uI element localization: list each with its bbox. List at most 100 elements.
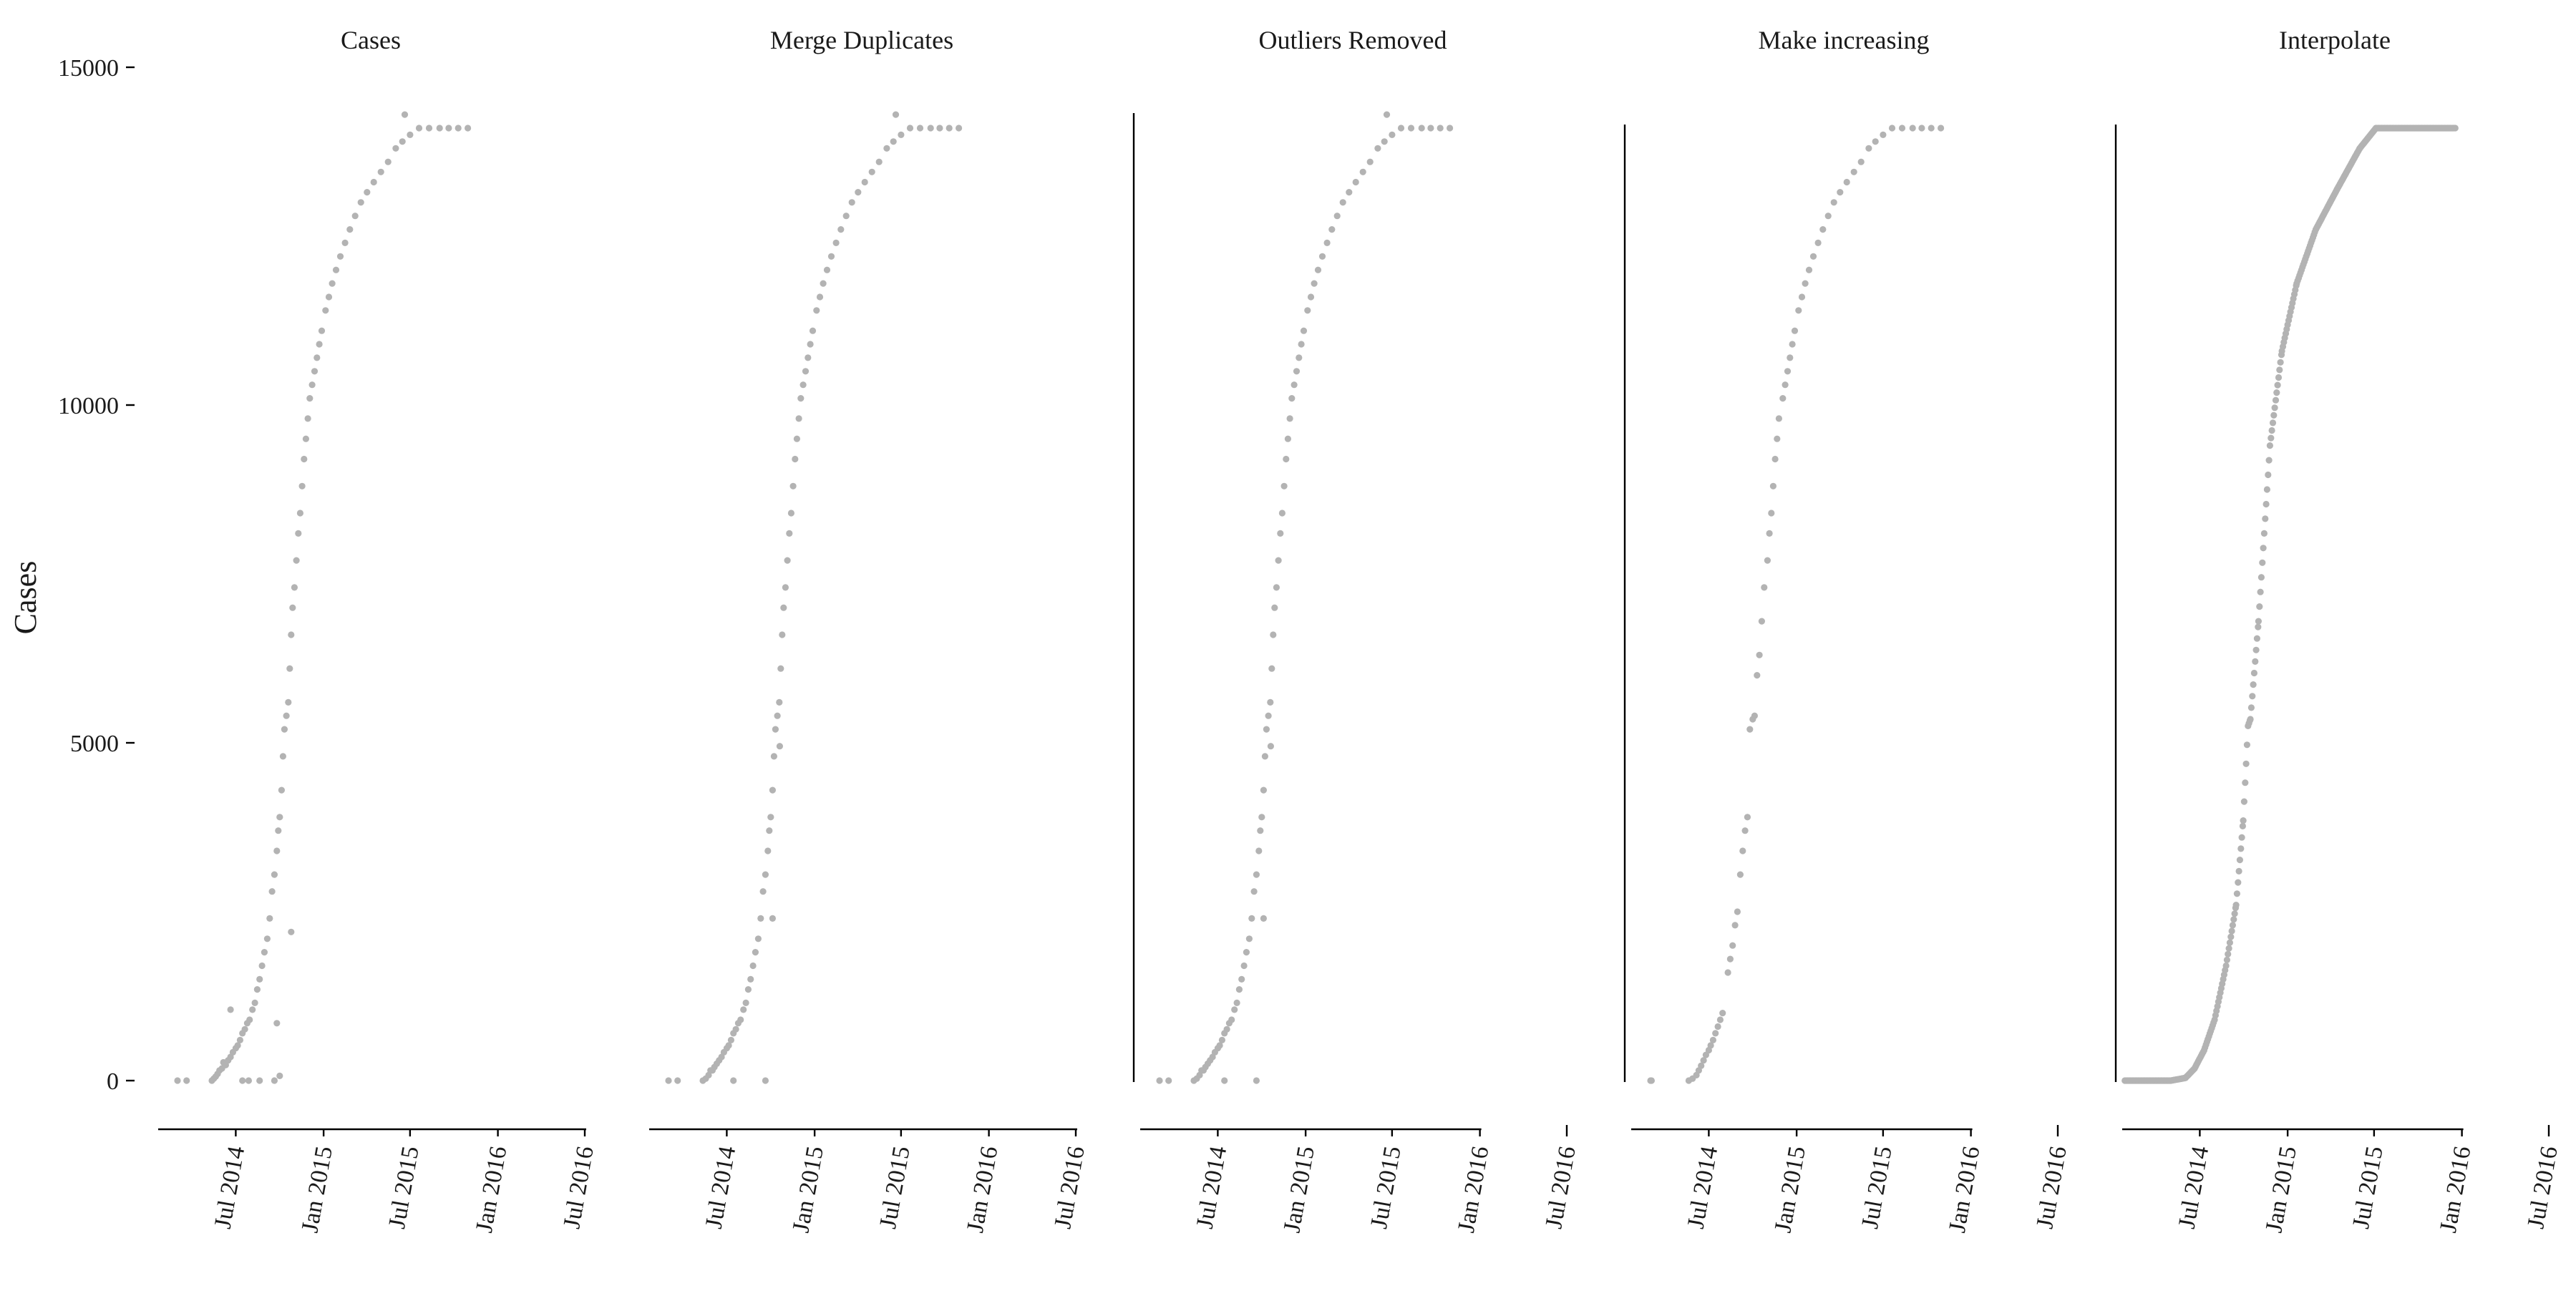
data-point — [1271, 604, 1278, 611]
data-point — [1784, 368, 1792, 375]
data-point — [793, 435, 800, 442]
data-point — [769, 915, 776, 922]
data-point — [2231, 910, 2238, 917]
data-point — [1253, 1077, 1260, 1084]
data-point — [1837, 189, 1844, 196]
data-point — [766, 827, 773, 834]
data-point — [1359, 168, 1366, 175]
data-point — [291, 584, 298, 591]
data-point — [842, 213, 850, 220]
data-point — [1787, 354, 1794, 361]
data-point — [1260, 915, 1267, 922]
data-point — [1819, 226, 1827, 233]
data-point — [747, 975, 754, 983]
data-point — [1346, 189, 1353, 196]
data-point — [1275, 557, 1282, 564]
data-point — [1798, 293, 1806, 301]
data-point — [341, 239, 349, 246]
data-point — [861, 178, 868, 186]
data-point — [2272, 396, 2280, 404]
data-point — [1267, 743, 1274, 750]
data-point — [1830, 199, 1837, 206]
data-point — [1238, 975, 1245, 983]
data-point — [709, 1067, 716, 1074]
data-point — [1724, 969, 1731, 976]
data-point — [1766, 530, 1773, 537]
x-tick-label: Jul 2014 — [2174, 1144, 2215, 1231]
data-point — [1216, 1042, 1223, 1049]
data-point — [1314, 266, 1322, 273]
data-point — [2275, 374, 2283, 381]
data-point — [1288, 395, 1296, 402]
data-point — [278, 786, 285, 794]
data-point — [730, 1077, 737, 1084]
data-point — [234, 1042, 241, 1049]
data-point — [329, 280, 336, 287]
data-point — [782, 584, 789, 591]
data-point — [346, 226, 354, 233]
data-point — [2236, 857, 2243, 864]
data-point — [1719, 1010, 1726, 1017]
y-axis-title: Cases — [8, 561, 43, 635]
data-point — [1789, 341, 1796, 348]
data-point — [1802, 280, 1809, 287]
data-point — [239, 1077, 246, 1084]
data-point — [295, 530, 302, 537]
data-point — [318, 327, 326, 334]
data-point — [2235, 879, 2242, 886]
data-point — [253, 986, 261, 993]
data-point — [1263, 726, 1270, 733]
data-point — [1427, 125, 1434, 132]
data-point — [2255, 623, 2262, 630]
data-point — [336, 253, 344, 260]
data-point — [1764, 557, 1771, 564]
data-point — [732, 1026, 739, 1033]
data-point — [293, 557, 300, 564]
data-point — [1857, 158, 1865, 165]
data-point — [227, 1006, 234, 1013]
data-point — [325, 293, 333, 301]
data-point — [906, 125, 914, 132]
data-point — [674, 1077, 681, 1084]
data-point — [2225, 945, 2232, 952]
data-point — [332, 266, 340, 273]
data-point — [1270, 631, 1277, 638]
data-point — [465, 125, 472, 132]
facet-panel-2: Outliers Removed Jul 2014 Jan 2015 Jul 2015… — [1132, 26, 1581, 1234]
data-point — [2277, 359, 2284, 366]
data-point — [289, 604, 296, 611]
data-point — [2252, 658, 2259, 666]
data-point — [740, 1006, 747, 1013]
data-point — [2260, 530, 2268, 537]
data-point — [2255, 618, 2262, 625]
data-point — [1714, 1023, 1721, 1031]
data-point — [392, 145, 399, 152]
data-point — [1323, 239, 1331, 246]
data-point — [1437, 125, 1444, 132]
data-point — [1741, 827, 1749, 834]
data-point — [1277, 530, 1284, 537]
data-point — [364, 189, 371, 196]
data-point — [301, 455, 308, 463]
data-point — [892, 111, 900, 118]
y-tick-label: 15000 — [58, 55, 119, 82]
data-point — [1278, 510, 1285, 517]
data-point — [2233, 890, 2240, 897]
data-point — [1228, 1016, 1235, 1023]
data-point — [249, 1006, 256, 1013]
data-point — [890, 138, 897, 145]
data-point — [1775, 415, 1782, 422]
data-point — [302, 435, 309, 442]
data-point — [2265, 457, 2273, 464]
x-tick-label: Jul 2014 — [1192, 1144, 1233, 1231]
data-point — [1736, 871, 1744, 878]
x-tick-label: Jul 2015 — [1857, 1144, 1897, 1231]
data-point — [1389, 131, 1396, 138]
data-point — [1397, 125, 1405, 132]
data-point — [1218, 1036, 1225, 1043]
data-point — [1165, 1077, 1172, 1084]
data-point — [2247, 704, 2255, 711]
data-point — [762, 1077, 769, 1084]
